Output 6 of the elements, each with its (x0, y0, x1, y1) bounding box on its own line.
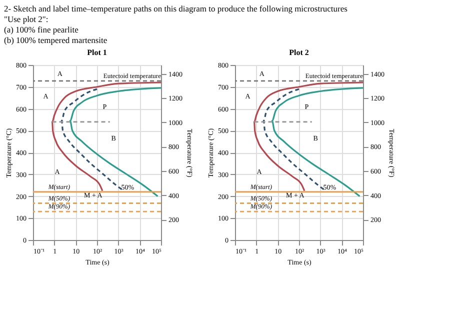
chart-title: Plot 2 (289, 48, 309, 57)
chart-title: Plot 1 (87, 48, 107, 57)
text: (b) 100% tempered martensite (4, 35, 108, 45)
text: (a) 100% fine pearlite (4, 24, 79, 34)
text: "Use plot 2": (4, 14, 48, 24)
text: 2- Sketch and label time–temperature paths on this diagram to produce the following microstructures (4, 4, 348, 14)
